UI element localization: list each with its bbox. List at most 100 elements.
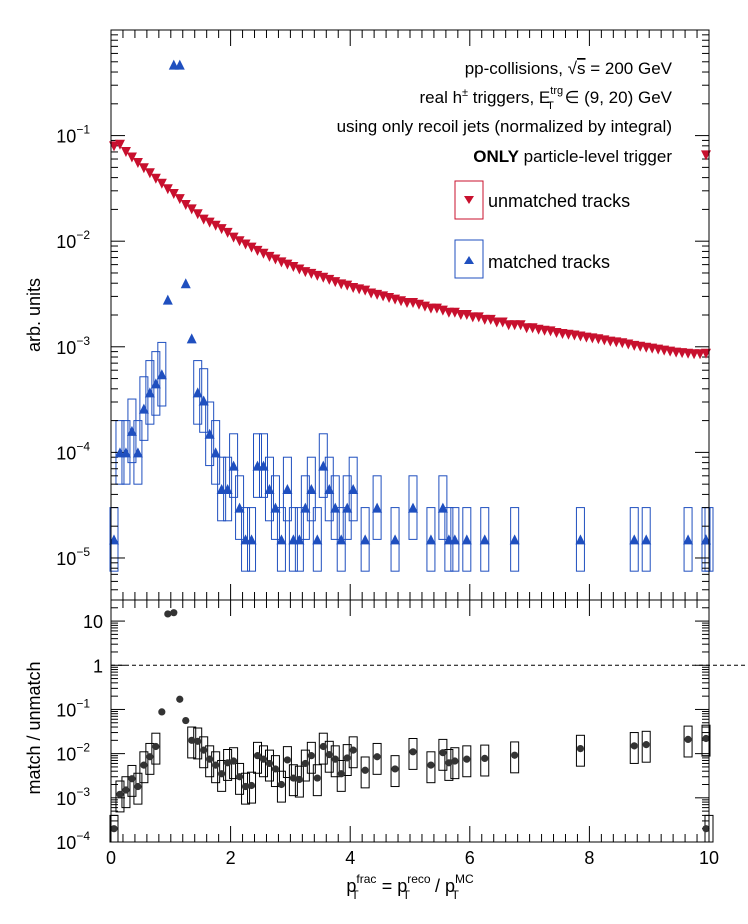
ratio-point bbox=[229, 757, 238, 765]
unmatched-point bbox=[204, 217, 215, 228]
ratio-error-box bbox=[217, 759, 227, 792]
unmatched-point bbox=[114, 139, 125, 150]
annotation-line-4: ONLY particle-level trigger bbox=[473, 147, 672, 166]
ratio-error-box bbox=[151, 732, 161, 765]
unmatched-point bbox=[144, 168, 155, 179]
ratio-point bbox=[409, 748, 417, 756]
unmatched-point bbox=[138, 163, 149, 174]
ratio-error-box bbox=[223, 749, 233, 781]
legend-marker-matched bbox=[464, 256, 474, 264]
ratio-point bbox=[158, 708, 166, 716]
unmatched-point bbox=[180, 200, 191, 211]
matched-point bbox=[437, 502, 448, 513]
matched-point bbox=[198, 395, 209, 406]
ratio-error-box bbox=[683, 725, 693, 758]
ratio-error-box bbox=[641, 730, 651, 763]
ratio-point bbox=[684, 735, 692, 743]
ratio-error-box bbox=[342, 744, 352, 776]
matched-error-box bbox=[342, 475, 352, 540]
ratio-point bbox=[128, 775, 136, 783]
ratio-markers bbox=[110, 609, 710, 833]
unmatched-point bbox=[360, 285, 371, 296]
ratio-point bbox=[241, 782, 250, 791]
legend-entry-unmatched: unmatched tracks bbox=[454, 180, 630, 220]
ratio-error-box bbox=[360, 756, 370, 789]
ratio-point bbox=[110, 825, 118, 833]
ratio-error-box bbox=[438, 738, 448, 771]
ratio-point bbox=[702, 734, 710, 743]
ratio-point bbox=[391, 765, 399, 773]
unmatched-point bbox=[515, 320, 526, 331]
unmatched-point bbox=[258, 248, 269, 259]
matched-error-box bbox=[276, 507, 286, 572]
ratio-error-box bbox=[462, 745, 472, 778]
ratio-point bbox=[134, 782, 142, 791]
ratio-point bbox=[122, 786, 130, 794]
ratio-error-box bbox=[575, 734, 585, 767]
matched-point bbox=[330, 502, 341, 513]
ratio-point bbox=[295, 775, 303, 784]
matched-point bbox=[300, 502, 311, 513]
ratio-point bbox=[283, 756, 292, 764]
matched-point bbox=[461, 534, 472, 545]
ratio-error-box bbox=[235, 762, 245, 795]
matched-point bbox=[276, 534, 287, 545]
ratio-error-box bbox=[211, 751, 221, 784]
ratio-axis-ticks: 10−4 10−3 10−2 10−11 10 0 2 4 6 8 10 bbox=[56, 599, 719, 868]
matched-point bbox=[132, 447, 143, 458]
ratio-error-box bbox=[115, 780, 125, 813]
matched-point bbox=[407, 502, 418, 513]
annotation-line-2: real h± triggers, Etrg T ∈ (9, 20) GeV bbox=[420, 85, 673, 112]
annotation-block: pp-collisions, √s = 200 GeV real h± trig… bbox=[337, 59, 673, 166]
matched-error-box bbox=[390, 507, 400, 572]
ratio-point bbox=[451, 757, 459, 765]
unmatched-point bbox=[264, 251, 275, 262]
ratio-point bbox=[188, 736, 196, 744]
ratio-error-box bbox=[127, 764, 137, 797]
matched-error-box bbox=[306, 456, 316, 522]
ratio-point bbox=[337, 770, 345, 778]
matched-point bbox=[120, 447, 131, 458]
ratio-point bbox=[116, 790, 124, 798]
matched-point bbox=[144, 387, 155, 398]
ratio-error-box bbox=[300, 749, 310, 782]
y-tick-label: 10−4 bbox=[56, 439, 90, 463]
matched-error-box bbox=[205, 401, 215, 467]
matched-point bbox=[210, 447, 221, 458]
matched-point bbox=[234, 502, 245, 513]
matched-error-box bbox=[199, 368, 209, 433]
matched-point bbox=[126, 425, 137, 436]
ratio-error-box bbox=[330, 745, 340, 778]
y-tick-label: 10−5 bbox=[56, 545, 90, 569]
unmatched-point bbox=[216, 224, 227, 235]
ratio-error-box bbox=[282, 746, 292, 779]
matched-point bbox=[270, 502, 281, 513]
legend-label-unmatched: unmatched tracks bbox=[488, 191, 630, 211]
legend-swatch-unmatched bbox=[454, 180, 484, 220]
ratio-panel: 10−4 10−3 10−2 10−11 10 0 2 4 6 8 10 match / unmat… bbox=[24, 599, 748, 902]
matched-point bbox=[390, 534, 401, 545]
legend-label-matched: matched tracks bbox=[488, 252, 610, 272]
matched-point bbox=[204, 428, 215, 439]
annotation-line-1: pp-collisions, √s = 200 GeV bbox=[465, 59, 673, 78]
matched-point bbox=[228, 460, 239, 471]
matched-error-box bbox=[360, 507, 370, 572]
legend-entry-matched: matched tracks bbox=[454, 239, 610, 279]
matched-error-box bbox=[318, 433, 328, 498]
matched-point bbox=[174, 59, 185, 70]
matched-point bbox=[342, 502, 353, 513]
ratio-point bbox=[140, 761, 148, 769]
ratio-point bbox=[630, 742, 638, 750]
matched-error-box bbox=[629, 507, 639, 572]
ratio-point bbox=[702, 825, 710, 833]
ratio-point bbox=[373, 753, 381, 761]
matched-error-box bbox=[157, 341, 167, 407]
ratio-point bbox=[313, 774, 321, 782]
matched-error-box bbox=[575, 507, 585, 572]
y-tick-label: 10−2 bbox=[56, 741, 90, 765]
ratio-point bbox=[349, 746, 357, 754]
ratio-error-box bbox=[426, 751, 436, 784]
unmatched-point bbox=[162, 184, 173, 195]
unmatched-point bbox=[234, 236, 245, 247]
ratio-error-box bbox=[348, 736, 358, 769]
